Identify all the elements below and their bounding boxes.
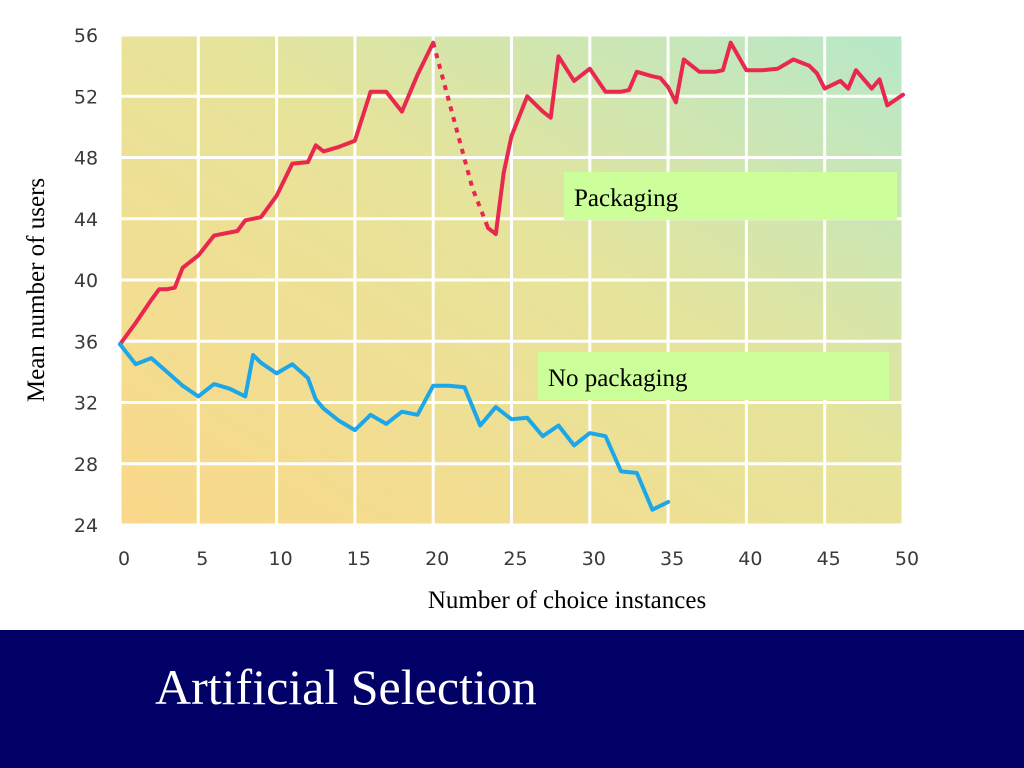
annotation-box-packaging	[564, 172, 897, 220]
x-tick-label: 15	[347, 548, 371, 570]
y-tick-label: 56	[74, 25, 98, 47]
series-line-no-packaging-0	[118, 342, 671, 512]
y-tick-label: 28	[74, 454, 98, 476]
series-lines	[118, 40, 905, 512]
annotation-packaging: Packaging	[564, 172, 897, 220]
annotation-no-packaging: No packaging	[538, 352, 889, 400]
annotation-text-no-packaging: No packaging	[548, 365, 688, 392]
x-tick-label: 40	[738, 548, 762, 570]
x-tick-label: 5	[196, 548, 208, 570]
y-tick-label: 48	[74, 148, 98, 170]
y-tick-label: 24	[74, 515, 98, 537]
annotation-text-packaging: Packaging	[574, 185, 679, 212]
tick-labels: 0 5 10 15 20 25 30 35 40 45 50 24 28 32 36 40 44 48 52 56	[74, 25, 919, 570]
x-tick-label: 45	[817, 548, 841, 570]
chart: 0 5 10 15 20 25 30 35 40 45 50 24 28 32 36 40 44 48 52 56 P…	[23, 25, 919, 614]
x-axis-label: Number of choice instances	[428, 587, 706, 614]
x-tick-label: 0	[118, 548, 130, 570]
x-tick-label: 35	[660, 548, 684, 570]
series-line-packaging-2	[486, 40, 905, 237]
y-tick-label: 40	[74, 270, 98, 292]
grid	[118, 33, 905, 527]
x-tick-label: 25	[503, 548, 527, 570]
x-tick-label: 30	[582, 548, 606, 570]
y-tick-label: 52	[74, 86, 98, 108]
series-line-packaging-dashed-1	[431, 42, 490, 229]
y-axis-label: Mean number of users	[23, 178, 50, 402]
y-tick-label: 36	[74, 331, 98, 353]
slide-title: Artificial Selection	[155, 659, 537, 715]
y-tick-label: 32	[74, 393, 98, 415]
x-tick-label: 20	[425, 548, 449, 570]
y-tick-label: 44	[74, 209, 98, 231]
annotation-box-no-packaging	[538, 352, 889, 400]
x-tick-label: 50	[895, 548, 919, 570]
slide-footer	[0, 630, 1024, 768]
x-tick-label: 10	[269, 548, 293, 570]
series-line-packaging-0	[118, 40, 436, 347]
